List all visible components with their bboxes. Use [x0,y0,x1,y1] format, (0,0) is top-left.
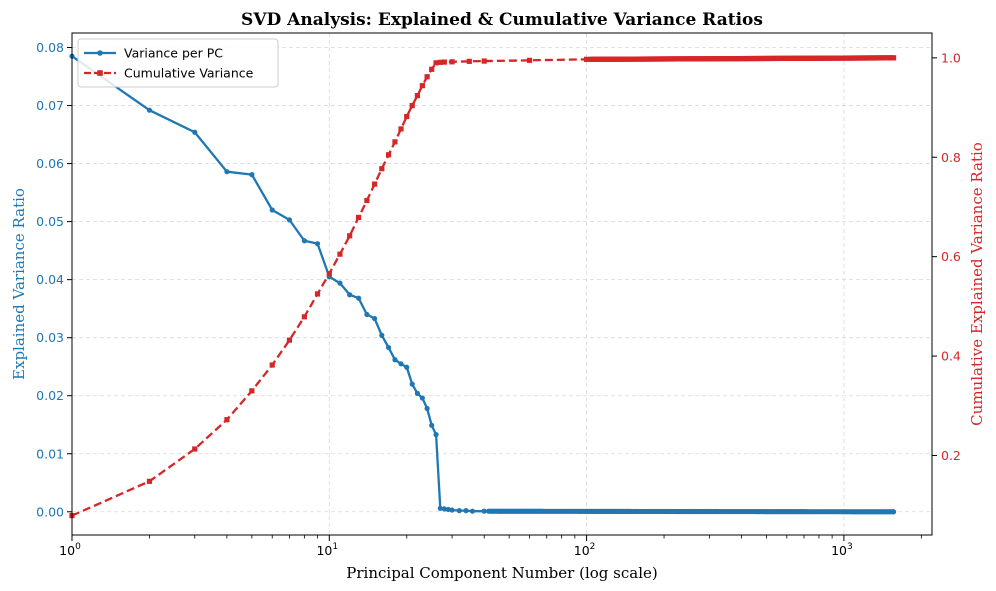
y-left-tick-label: 0.06 [36,156,64,171]
data-point-variance-per-pc [449,507,455,513]
data-point-cumulative-variance [437,59,443,65]
y-right-tick-label: 0.2 [941,448,961,463]
y-right-tick-label: 0.4 [941,349,961,364]
data-point-cumulative-variance [326,270,332,277]
data-point-cumulative-variance [269,362,275,368]
legend-label: Cumulative Variance [124,66,254,81]
legend: Variance per PC Cumulative Variance [77,38,279,88]
data-point-cumulative-variance [409,102,415,109]
data-point-cumulative-variance [347,233,353,239]
data-point-cumulative-variance [414,93,421,99]
data-point-variance-per-pc [441,506,447,512]
data-point-variance-per-pc [463,508,469,514]
data-point-cumulative-variance [526,57,533,63]
x-tick-label: 102 [574,542,596,558]
y-left-tick-label: 0.02 [36,388,64,403]
x-tick-label: 100 [59,542,81,558]
data-point-variance-per-pc [414,390,421,396]
data-point-variance-per-pc [392,357,398,363]
grid-layer [71,33,932,535]
data-point-cumulative-variance [372,181,378,187]
data-point-cumulative-variance [424,74,430,80]
data-point-cumulative-variance [429,66,435,72]
data-point-cumulative-variance [583,56,590,62]
data-point-cumulative-variance [314,291,321,297]
data-point-variance-per-pc [337,280,343,286]
data-point-variance-per-pc [385,344,392,351]
data-point-cumulative-variance [404,113,410,120]
plot-frame [71,32,933,536]
data-point-variance-per-pc [398,361,404,367]
y-left-tick-label: 0.00 [36,504,64,519]
data-point-cumulative-variance [356,214,362,220]
y-left-tick-label: 0.05 [36,214,64,229]
axes-layer: 0.00 0.01 0.02 0.03 0.04 0.05 0.06 0.07 0.08 0.2 0… [36,32,961,558]
data-point-cumulative-variance [441,59,447,65]
data-point-variance-per-pc [192,129,198,135]
legend-marker [97,70,103,76]
y-right-tick-label: 0.8 [941,150,961,165]
data-point-variance-per-pc [469,508,476,514]
data-point-variance-per-pc [146,107,153,113]
data-point-cumulative-variance [419,83,425,89]
data-point-cumulative-variance [481,58,487,64]
data-point-variance-per-pc [404,364,410,370]
y-left-tick-label: 0.01 [36,446,64,461]
y-right-tick-label: 1.0 [941,50,961,65]
legend-label: Variance per PC [124,46,223,61]
series-line-variance-per-pc [71,55,895,513]
data-point-cumulative-variance [249,388,255,394]
data-point-cumulative-variance [337,251,343,257]
y-axis-left-label: Explained Variance Ratio [10,188,28,380]
data-point-variance-per-pc [364,311,370,318]
data-point-variance-per-pc [224,169,230,175]
data-point-cumulative-variance [301,314,307,320]
legend-marker [97,50,103,56]
data-point-variance-per-pc [301,238,307,244]
data-point-variance-per-pc [314,241,321,247]
series-layer [69,53,897,519]
data-point-variance-per-pc [249,172,255,178]
data-point-cumulative-variance [224,417,230,423]
data-point-cumulative-variance [398,126,404,132]
data-point-variance-per-pc [424,405,430,412]
y-axis-right-label: Cumulative Explained Variance Ratio [968,142,986,426]
data-point-variance-per-pc [481,508,487,514]
data-point-cumulative-variance [286,337,293,343]
data-point-variance-per-pc [286,217,293,223]
data-point-cumulative-variance [392,139,398,145]
data-point-variance-per-pc [409,381,415,387]
data-point-cumulative-variance [385,152,392,158]
data-point-variance-per-pc [379,332,385,338]
data-point-cumulative-variance [890,55,897,61]
data-point-cumulative-variance [466,58,472,64]
x-tick-label: 101 [316,542,338,558]
y-left-tick-label: 0.07 [36,98,64,113]
y-left-tick-label: 0.08 [36,40,64,55]
data-point-variance-per-pc [347,292,353,298]
data-point-variance-per-pc [372,315,378,322]
data-point-cumulative-variance [364,197,370,204]
legend-box [77,38,279,88]
data-point-variance-per-pc [437,505,443,511]
x-axis-label: Principal Component Number (log scale) [346,564,657,582]
data-point-cumulative-variance [146,478,153,484]
data-point-variance-per-pc [419,395,425,401]
data-point-variance-per-pc [890,509,897,515]
data-point-cumulative-variance [433,60,439,66]
data-point-variance-per-pc [356,295,362,301]
y-left-tick-label: 0.03 [36,330,64,345]
data-point-cumulative-variance [379,166,385,172]
data-point-cumulative-variance [192,446,198,452]
y-left-tick-label: 0.04 [36,272,64,287]
data-point-variance-per-pc [433,432,439,438]
data-point-variance-per-pc [456,508,462,514]
data-point-variance-per-pc [269,207,275,213]
chart-title: SVD Analysis: Explained & Cumulative Var… [241,10,763,30]
y-right-tick-label: 0.6 [941,249,961,264]
data-point-variance-per-pc [429,422,435,428]
data-point-cumulative-variance [449,59,455,65]
x-tick-label: 103 [831,542,853,558]
